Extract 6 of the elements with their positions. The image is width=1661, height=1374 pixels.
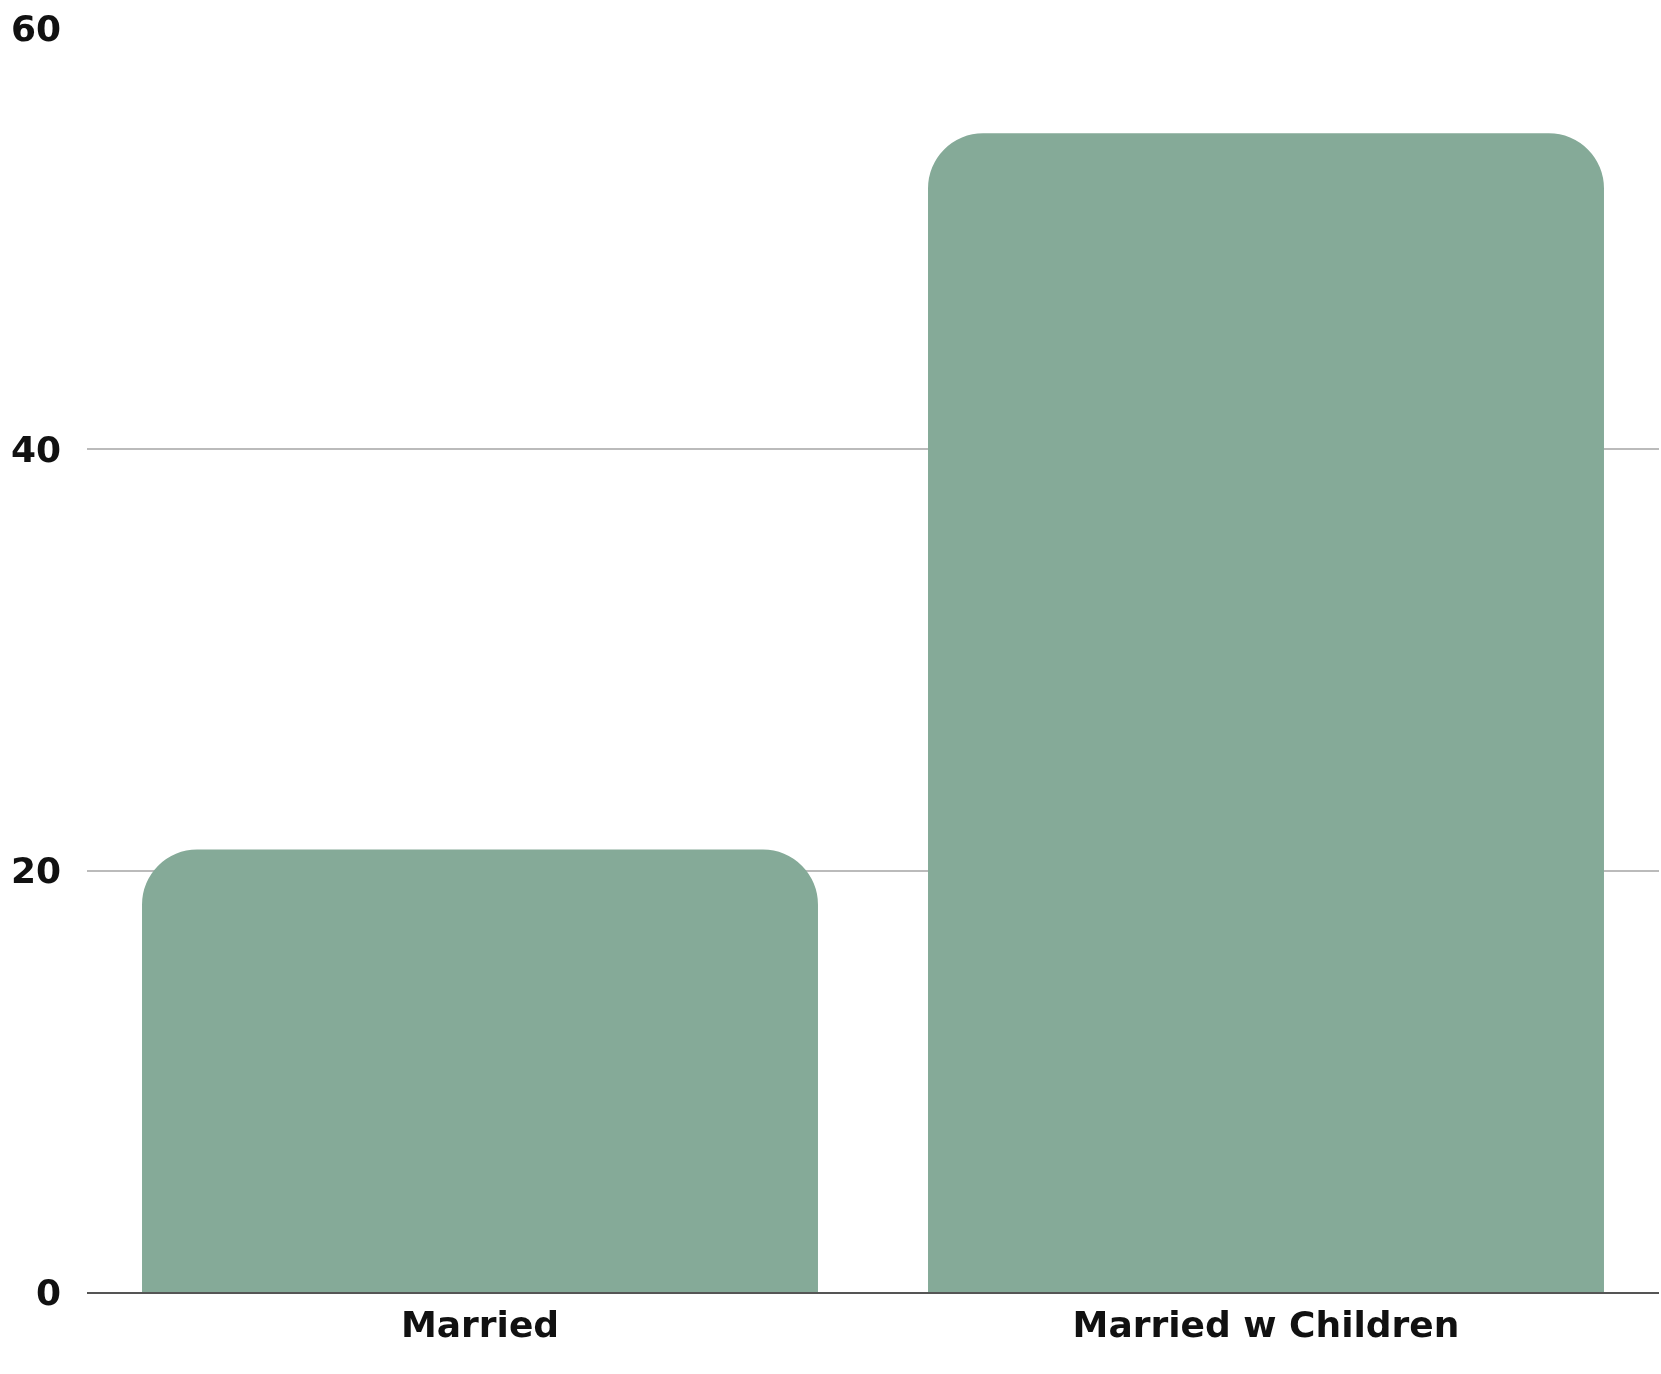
x-tick-label: Married bbox=[400, 1304, 560, 1346]
y-tick-label: 0 bbox=[35, 1271, 61, 1313]
x-tick-label: Married w Children bbox=[1072, 1304, 1460, 1346]
y-tick-label: 40 bbox=[10, 428, 61, 470]
y-tick-label: 60 bbox=[10, 7, 61, 49]
y-tick-label: 20 bbox=[10, 850, 61, 892]
